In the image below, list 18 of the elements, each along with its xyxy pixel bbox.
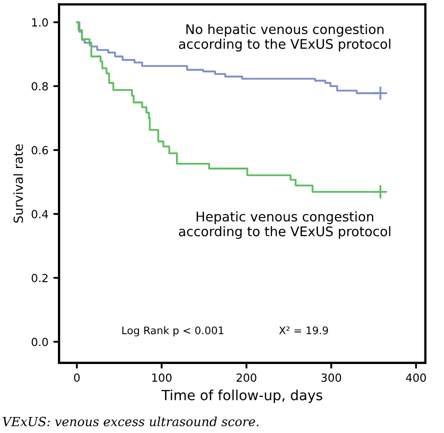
x-tick-label: 300: [321, 373, 342, 382]
x-tick-label: 100: [152, 373, 172, 382]
series-label: Hepatic venous congestion according to the VExUS protocol: [178, 211, 390, 239]
x-axis-title: Time of follow-up, days: [161, 390, 322, 404]
y-axis-title: Survival rate: [13, 144, 23, 223]
annotation: X² = 19.9: [279, 326, 328, 334]
annotation: Log Rank p < 0.001: [122, 326, 224, 336]
y-tick-label: 1.0: [32, 18, 48, 27]
y-tick-label: 0.8: [32, 82, 48, 91]
x-tick-label: 200: [236, 373, 256, 382]
x-tick-label: 0: [74, 373, 80, 382]
y-tick-label: 0.4: [32, 210, 48, 218]
y-tick-label: 0.2: [32, 274, 48, 282]
x-tick-label: 400: [406, 373, 426, 382]
y-tick-label: 0.6: [32, 146, 48, 154]
series-label: No hepatic venous congestion according to the VExUS protocol: [178, 24, 390, 52]
text: VExUS: venous excess ultrasound score.: [2, 416, 258, 426]
y-tick-label: 0.0: [32, 338, 48, 346]
